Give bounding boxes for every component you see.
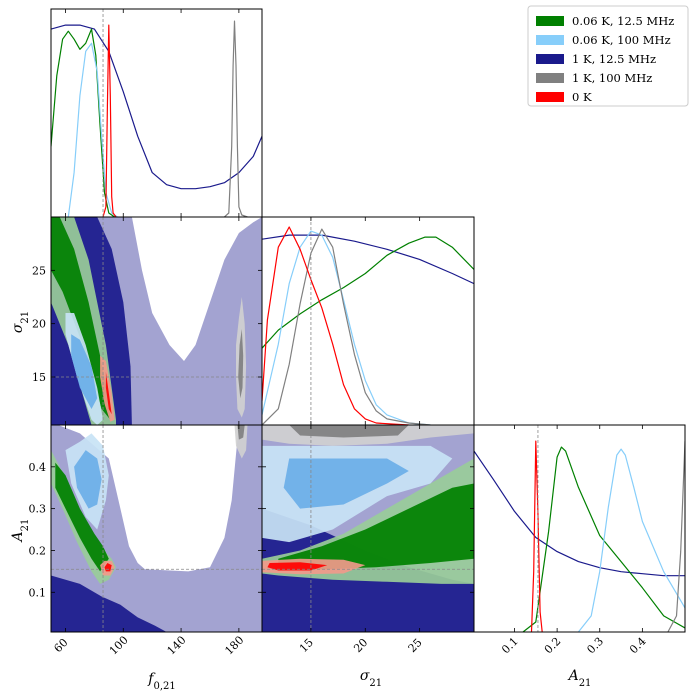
x-tick-label: 25 bbox=[406, 636, 425, 655]
marginal-line-nv-A21 bbox=[474, 450, 685, 577]
x-tick-label: 0.1 bbox=[499, 635, 521, 657]
panel-contours_A21_vs_f0_21 bbox=[51, 425, 262, 632]
x-axis-label-A21: A21 bbox=[567, 668, 592, 689]
contour-r-inner-7 bbox=[105, 371, 112, 415]
marginal-line-r-sigma21 bbox=[262, 226, 409, 425]
legend-swatch-lb bbox=[536, 35, 564, 45]
x-tick-label: 60 bbox=[51, 636, 70, 655]
legend-swatch-r bbox=[536, 92, 564, 102]
panel-frame bbox=[473, 424, 686, 633]
x-tick-label: 180 bbox=[222, 634, 246, 658]
contour-gr-inner-9 bbox=[238, 329, 244, 399]
panel-contours_A21_vs_sigma21 bbox=[262, 425, 474, 632]
y-tick-label: 0.1 bbox=[29, 586, 47, 599]
y-axis-label-sigma21: σ21 bbox=[10, 311, 31, 333]
panel-frame bbox=[261, 424, 475, 633]
legend: 0.06 K, 12.5 MHz 0.06 K, 100 MHz 1 K, 12.5… bbox=[527, 5, 689, 107]
x-tick-label: 0.2 bbox=[542, 635, 564, 657]
y-tick-label: 0.2 bbox=[29, 544, 47, 557]
legend-swatch-gr bbox=[536, 73, 564, 83]
x-tick-label: 0.4 bbox=[627, 635, 649, 657]
marginal-line-g-f0_21 bbox=[51, 28, 115, 217]
panel-marginal-A21 bbox=[474, 425, 685, 632]
panel-marginal-f0_21 bbox=[51, 9, 262, 217]
x-tick-label: 140 bbox=[165, 634, 189, 658]
contour-g-inner-7 bbox=[278, 483, 474, 570]
panel-marginal-sigma21 bbox=[262, 217, 474, 425]
marginal-line-r-f0_21 bbox=[102, 24, 117, 217]
contour-lb-inner-5 bbox=[283, 458, 409, 509]
marginal-line-gr-f0_21 bbox=[223, 20, 248, 217]
marginal-line-r-A21 bbox=[530, 440, 543, 632]
x-axis-label-sigma21: σ21 bbox=[360, 668, 382, 689]
y-axis-label-A21: A21 bbox=[10, 519, 31, 544]
y-tick-label: 0.4 bbox=[29, 461, 47, 474]
marginal-line-lb-sigma21 bbox=[262, 230, 431, 425]
legend-label-r: 0 K bbox=[572, 90, 592, 104]
legend-label-gr: 1 K, 100 MHz bbox=[572, 71, 652, 85]
legend-label-lb: 0.06 K, 100 MHz bbox=[572, 33, 671, 47]
y-tick-label: 20 bbox=[32, 318, 46, 331]
legend-frame bbox=[527, 5, 689, 107]
contour-g-inner-3 bbox=[55, 462, 109, 572]
contour-gr-outer-8 bbox=[234, 425, 248, 459]
x-tick-label: 100 bbox=[107, 634, 131, 658]
contour-lb-inner-5 bbox=[71, 334, 98, 409]
x-tick-label: 15 bbox=[297, 636, 316, 655]
contour-g-inner-3 bbox=[51, 217, 111, 420]
marginal-line-g-A21 bbox=[522, 446, 685, 632]
marginal-line-lb-A21 bbox=[577, 448, 685, 632]
panel-frame bbox=[261, 216, 475, 426]
legend-swatch-nv bbox=[536, 54, 564, 64]
marginal-line-gr-A21 bbox=[667, 441, 685, 632]
y-tick-label: 15 bbox=[32, 371, 46, 384]
x-axis-label-f0_21: f0,21 bbox=[147, 671, 175, 692]
legend-label-nv: 1 K, 12.5 MHz bbox=[572, 52, 656, 66]
contour-nv-inner-1 bbox=[51, 575, 167, 632]
legend-swatch-g bbox=[536, 16, 564, 26]
y-tick-label: 0.3 bbox=[29, 503, 47, 516]
contour-r-inner-9 bbox=[267, 562, 328, 571]
x-tick-label: 20 bbox=[351, 636, 370, 655]
panel-contours_sigma21_vs_f0_21 bbox=[51, 217, 262, 425]
contour-gr-inner-3 bbox=[289, 425, 409, 438]
marginal-line-nv-f0_21 bbox=[51, 24, 262, 190]
legend-label-g: 0.06 K, 12.5 MHz bbox=[572, 14, 674, 28]
y-tick-label: 25 bbox=[32, 264, 46, 277]
marginal-line-nv-sigma21 bbox=[262, 234, 474, 285]
contour-lb-inner-5 bbox=[74, 450, 102, 509]
marginal-line-lb-f0_21 bbox=[67, 42, 118, 217]
marginal-line-g-sigma21 bbox=[262, 236, 474, 349]
x-tick-label: 0.3 bbox=[584, 635, 606, 657]
marginal-line-gr-sigma21 bbox=[262, 228, 431, 425]
